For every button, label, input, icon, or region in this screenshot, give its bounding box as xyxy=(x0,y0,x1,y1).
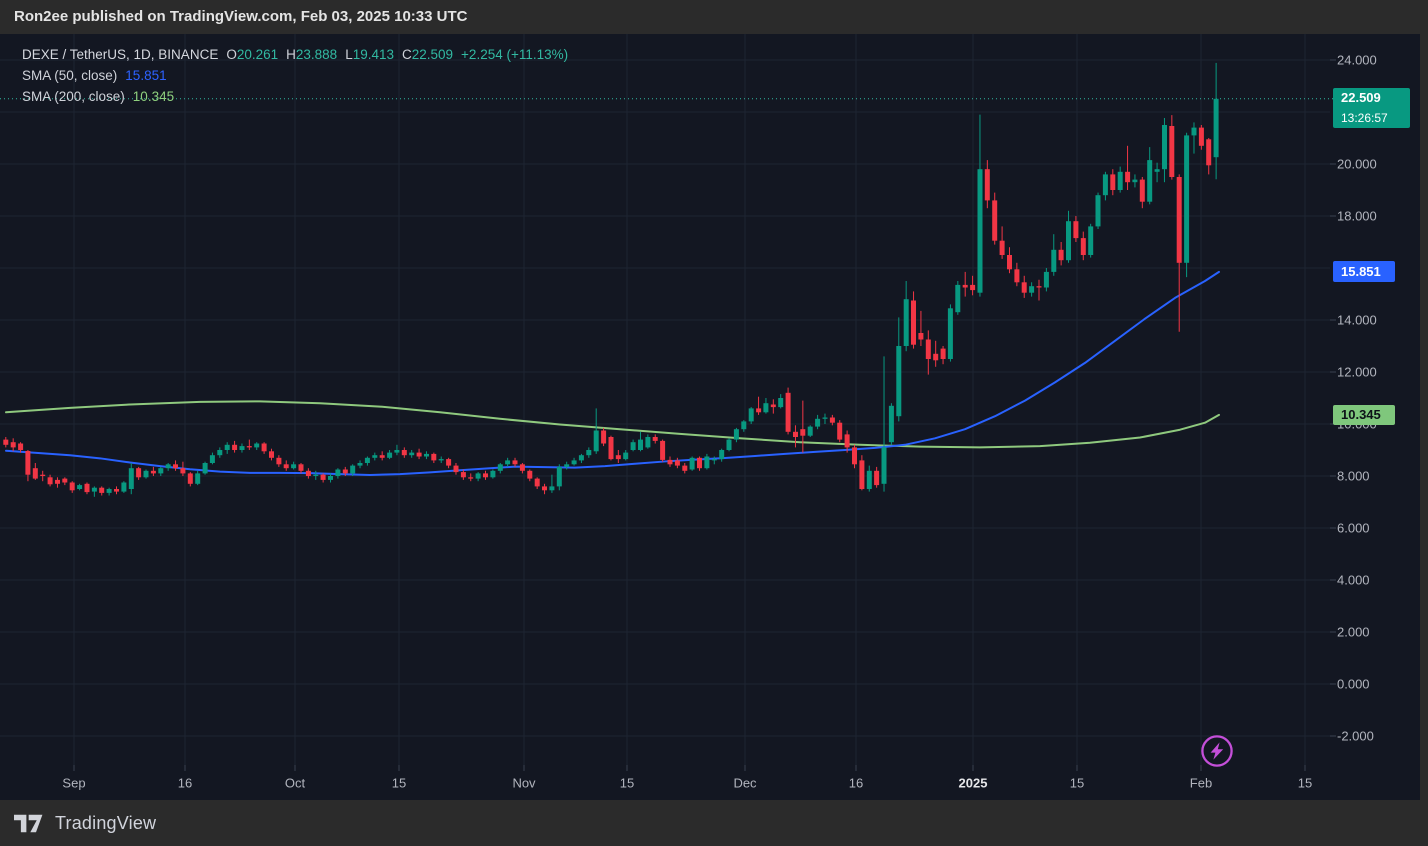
sma200-value: 10.345 xyxy=(132,89,175,104)
ohlc-low: L19.413 xyxy=(345,47,394,62)
price-axis-label: 20.000 xyxy=(1337,156,1377,172)
bar-countdown: 13:26:57 xyxy=(1341,111,1388,125)
legend-sma50-row: SMA (50, close) 15.851 xyxy=(22,65,568,86)
price-axis-label: 0.000 xyxy=(1337,676,1370,692)
chart-pane: 24.00020.00018.00014.00012.00010.0008.00… xyxy=(0,34,1420,800)
attribution-bar: Ron2ee published on TradingView.com, Feb… xyxy=(0,0,1428,34)
price-axis-label: 4.000 xyxy=(1337,572,1370,588)
sma50-label: SMA (50, close) xyxy=(22,68,118,83)
price-axis-label: 14.000 xyxy=(1337,312,1377,328)
time-axis-label: 16 xyxy=(177,775,193,791)
legend-symbol-row: DEXE / TetherUS, 1D, BINANCE O20.261 H23… xyxy=(22,44,568,65)
price-axis-label: 24.000 xyxy=(1337,52,1377,68)
sma200-axis-badge: 10.345 xyxy=(1333,405,1395,425)
time-axis-label: Feb xyxy=(1189,775,1213,791)
sma200-label: SMA (200, close) xyxy=(22,89,125,104)
time-axis-label: 15 xyxy=(1069,775,1085,791)
attribution-text: Ron2ee published on TradingView.com, Feb… xyxy=(14,8,468,25)
price-axis-label: 8.000 xyxy=(1337,468,1370,484)
ohlc-high: H23.888 xyxy=(286,47,338,62)
price-axis-label: 12.000 xyxy=(1337,364,1377,380)
chart-legend: DEXE / TetherUS, 1D, BINANCE O20.261 H23… xyxy=(22,44,568,107)
price-axis-label: 18.000 xyxy=(1337,208,1377,224)
price-axis-label: -2.000 xyxy=(1337,728,1374,744)
time-axis-label: 15 xyxy=(619,775,635,791)
footer-bar: TradingView xyxy=(0,800,1428,846)
last-price-badge: 22.509 13:26:57 xyxy=(1333,88,1410,128)
time-axis-label: 15 xyxy=(1297,775,1313,791)
time-axis-label: 2025 xyxy=(958,775,988,791)
tradingview-logo-text[interactable]: TradingView xyxy=(55,812,157,833)
legend-sma200-row: SMA (200, close) 10.345 xyxy=(22,86,568,107)
last-price-value: 22.509 xyxy=(1341,90,1381,105)
time-axis-label: Oct xyxy=(284,775,306,791)
price-axis-label: 6.000 xyxy=(1337,520,1370,536)
change-value: +2.254 (+11.13%) xyxy=(461,47,569,62)
time-axis-label: Nov xyxy=(512,775,536,791)
sma50-value: 15.851 xyxy=(125,68,167,83)
sma50-axis-badge: 15.851 xyxy=(1333,261,1395,282)
flash-icon xyxy=(1201,735,1233,767)
time-axis-label: 16 xyxy=(848,775,864,791)
time-axis-label: 15 xyxy=(391,775,407,791)
time-axis-label: Sep xyxy=(62,775,86,791)
tradingview-logo-icon[interactable] xyxy=(14,814,47,833)
time-axis-label: Dec xyxy=(733,775,757,791)
price-axis-label: 2.000 xyxy=(1337,624,1370,640)
ohlc-close: C22.509 xyxy=(402,47,454,62)
ohlc-open: O20.261 xyxy=(226,47,279,62)
symbol-title: DEXE / TetherUS, 1D, BINANCE xyxy=(22,47,219,62)
